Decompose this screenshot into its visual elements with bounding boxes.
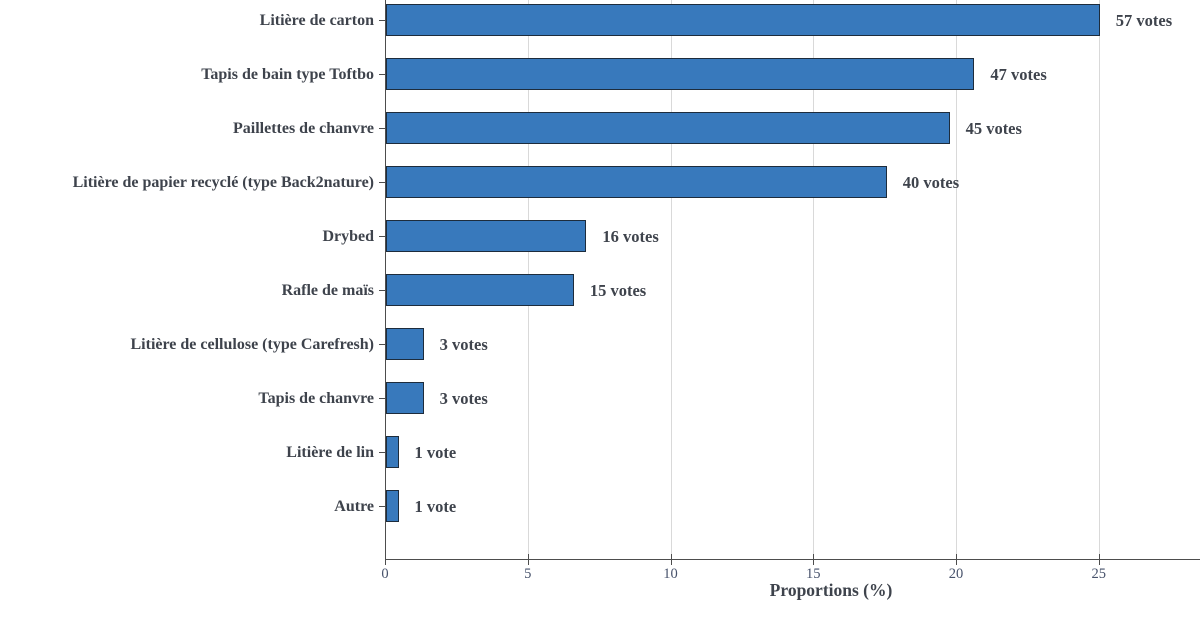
gridline: [956, 0, 957, 559]
bar: [386, 436, 399, 468]
bar: [386, 382, 424, 414]
x-tick-label: 15: [806, 566, 821, 582]
category-label: Autre: [334, 498, 374, 515]
x-tick-label: 20: [948, 566, 964, 582]
bar: [386, 274, 574, 306]
gridline: [1098, 0, 1100, 559]
category-label: Litière de papier recyclé (type Back2nat…: [72, 174, 374, 191]
x-tick-label: 10: [663, 566, 678, 582]
category-label: Litière de cellulose (type Carefresh): [130, 336, 375, 353]
gridline: [670, 0, 672, 559]
gridline: [813, 0, 815, 559]
y-axis-tick: [379, 236, 385, 238]
value-label: 15 votes: [589, 281, 647, 300]
category-label: Drybed: [322, 228, 374, 245]
x-axis-tick: [956, 554, 958, 565]
bar: [386, 166, 887, 198]
x-axis-line: [385, 559, 1200, 561]
bar: [386, 4, 1100, 36]
x-axis-tick: [1098, 554, 1100, 565]
x-tick-label: 0: [381, 566, 389, 582]
value-label: 45 votes: [965, 119, 1022, 138]
y-axis-tick: [379, 398, 385, 400]
category-label: Rafle de maïs: [281, 282, 374, 299]
x-tick-label: 25: [1091, 566, 1107, 582]
y-axis-tick: [379, 344, 385, 346]
x-axis-tick: [527, 554, 529, 565]
x-axis-tick: [813, 554, 815, 565]
category-label: Litière de lin: [286, 444, 374, 461]
x-axis-title: Proportions (%): [769, 580, 893, 600]
y-axis-tick: [379, 452, 385, 454]
value-label: 3 votes: [439, 389, 488, 408]
y-axis-tick: [379, 182, 385, 184]
value-label: 57 votes: [1115, 11, 1173, 30]
y-axis-tick: [379, 74, 385, 76]
value-label: 16 votes: [602, 227, 659, 246]
y-axis-line: [385, 0, 387, 559]
bar: [386, 58, 975, 90]
category-label: Paillettes de chanvre: [232, 120, 374, 137]
category-label: Litière de carton: [259, 12, 374, 29]
y-axis-tick: [379, 290, 385, 292]
y-axis-tick: [379, 128, 385, 130]
x-tick-label: 5: [524, 566, 532, 582]
value-label: 3 votes: [439, 335, 488, 354]
category-label: Tapis de chanvre: [258, 390, 374, 407]
x-axis-tick: [670, 554, 672, 565]
bar: [386, 220, 587, 252]
y-axis-tick: [379, 506, 385, 508]
category-label: Tapis de bain type Toftbo: [201, 66, 374, 83]
bar: [386, 490, 399, 522]
bar: [386, 328, 424, 360]
value-label: 1 vote: [414, 497, 457, 516]
x-axis-tick: [385, 554, 387, 565]
y-axis-tick: [379, 20, 385, 22]
value-label: 1 vote: [414, 443, 457, 462]
bar: [386, 112, 950, 144]
value-label: 47 votes: [990, 65, 1047, 84]
value-label: 40 votes: [902, 173, 960, 192]
